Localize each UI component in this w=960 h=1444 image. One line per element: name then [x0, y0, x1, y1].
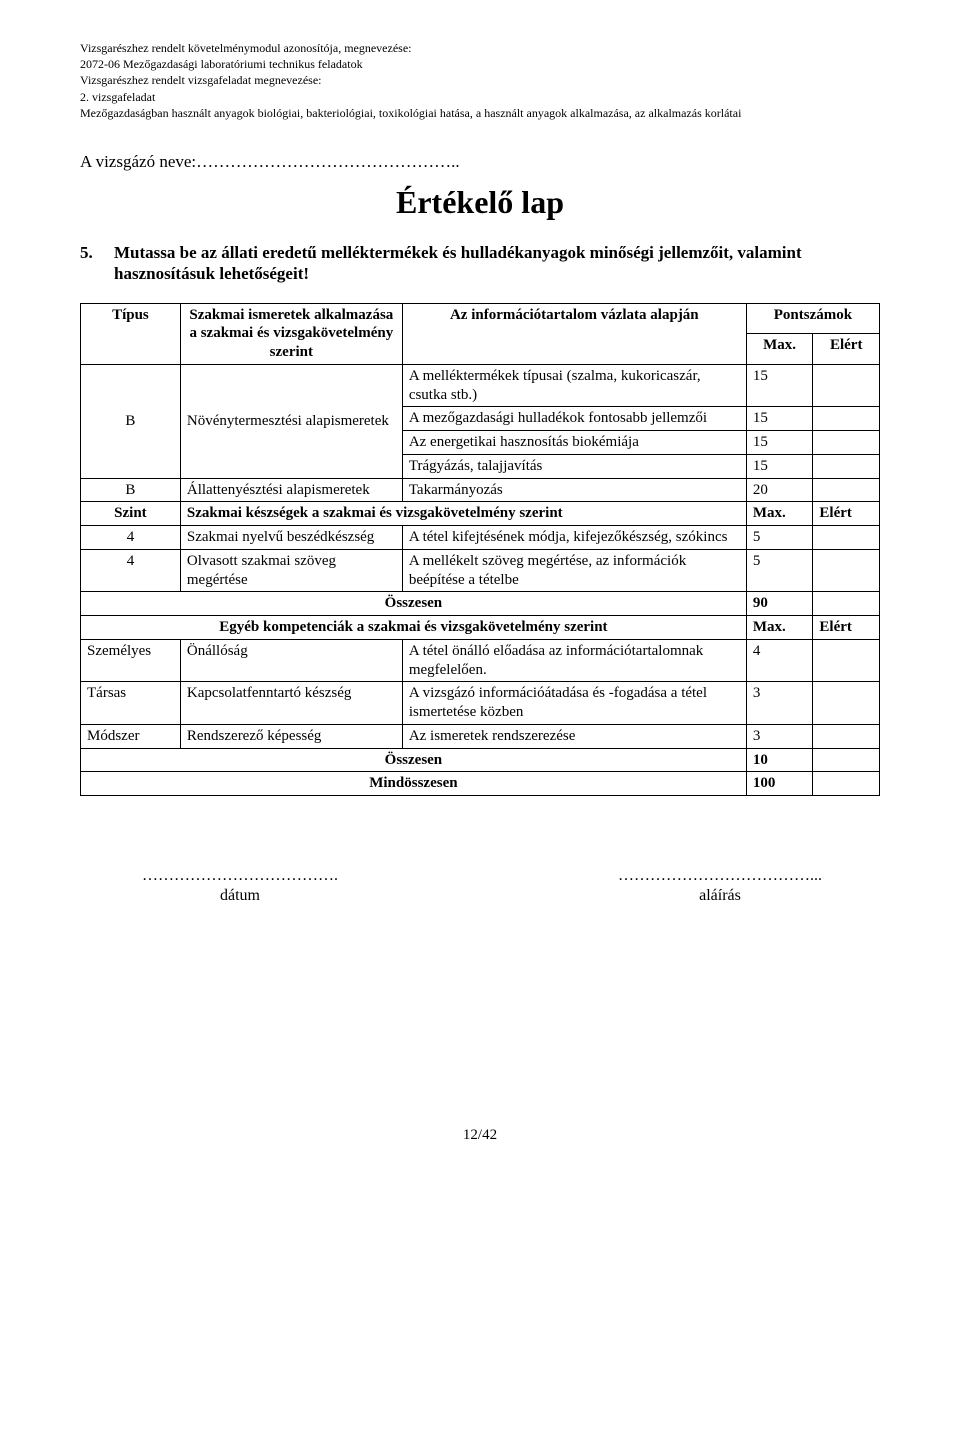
cell-info: Az ismeretek rendszerezése [402, 724, 746, 748]
cell-max: 15 [746, 407, 813, 431]
cell-skill: Növénytermesztési alapismeretek [180, 364, 402, 478]
cell-elert [813, 454, 880, 478]
cell-szint-label: Szint [81, 502, 181, 526]
cell-grandtotal-label: Mindösszesen [81, 772, 747, 796]
signature-row: ………………………………. dátum ………………………………... aláí… [80, 866, 880, 906]
cell-max: 20 [746, 478, 813, 502]
cell-max: 15 [746, 364, 813, 407]
header-line: 2072-06 Mezőgazdasági laboratóriumi tech… [80, 56, 880, 72]
cell-max: 15 [746, 431, 813, 455]
cell-elert [813, 549, 880, 592]
header-points: Pontszámok [746, 303, 879, 334]
signature-label: aláírás [560, 886, 880, 906]
cell-skill: Önállóság [180, 639, 402, 682]
cell-szint-elert: Elért [813, 502, 880, 526]
evaluation-table: Típus Szakmai ismeretek alkalmazása a sz… [80, 303, 880, 797]
cell-skill: Olvasott szakmai szöveg megértése [180, 549, 402, 592]
table-row: B Állattenyésztési alapismeretek Takarmá… [81, 478, 880, 502]
cell-info: A tétel önálló előadása az információtar… [402, 639, 746, 682]
cell-elert [813, 592, 880, 616]
question-block: 5. Mutassa be az állati eredetű mellékte… [80, 242, 880, 285]
cell-max: 5 [746, 526, 813, 550]
table-row: Társas Kapcsolatfenntartó készség A vizs… [81, 682, 880, 725]
header-line: 2. vizsgafeladat [80, 89, 880, 105]
cell-type: Társas [81, 682, 181, 725]
cell-egyeb-max: Max. [746, 616, 813, 640]
cell-egyeb-elert: Elért [813, 616, 880, 640]
cell-total-label: Összesen [81, 748, 747, 772]
date-label: dátum [80, 886, 400, 906]
page-number: 12/42 [80, 1126, 880, 1145]
cell-elert [813, 431, 880, 455]
cell-total-max: 90 [746, 592, 813, 616]
cell-info: A mellékelt szöveg megértése, az informá… [402, 549, 746, 592]
table-total-row: Összesen 90 [81, 592, 880, 616]
cell-max: 15 [746, 454, 813, 478]
table-total-row: Összesen 10 [81, 748, 880, 772]
cell-elert [813, 682, 880, 725]
header-line: Vizsgarészhez rendelt követelménymodul a… [80, 40, 880, 56]
table-header-row: Típus Szakmai ismeretek alkalmazása a sz… [81, 303, 880, 334]
cell-max: 5 [746, 549, 813, 592]
cell-skill: Állattenyésztési alapismeretek [180, 478, 402, 502]
document-header: Vizsgarészhez rendelt követelménymodul a… [80, 40, 880, 121]
cell-elert [813, 639, 880, 682]
cell-type: 4 [81, 549, 181, 592]
cell-info: A melléktermékek típusai (szalma, kukori… [402, 364, 746, 407]
header-skill: Szakmai ismeretek alkalmazása a szakmai … [180, 303, 402, 364]
header-line: Vizsgarészhez rendelt vizsgafeladat megn… [80, 72, 880, 88]
table-subheader-row: Szint Szakmai készségek a szakmai és viz… [81, 502, 880, 526]
cell-elert [813, 407, 880, 431]
cell-info: Az energetikai hasznosítás biokémiája [402, 431, 746, 455]
cell-info: Trágyázás, talajjavítás [402, 454, 746, 478]
cell-skill: Kapcsolatfenntartó készség [180, 682, 402, 725]
cell-info: A mezőgazdasági hulladékok fontosabb jel… [402, 407, 746, 431]
cell-total-max: 10 [746, 748, 813, 772]
cell-max: 4 [746, 639, 813, 682]
cell-grandtotal-max: 100 [746, 772, 813, 796]
signature-column: ………………………………... aláírás [560, 866, 880, 906]
candidate-name-line: A vizsgázó neve:……………………………………….. [80, 151, 880, 172]
cell-max: 3 [746, 724, 813, 748]
cell-elert [813, 772, 880, 796]
cell-type: Módszer [81, 724, 181, 748]
cell-type: B [81, 364, 181, 478]
cell-egyeb-hdr: Egyéb kompetenciák a szakmai és vizsgakö… [81, 616, 747, 640]
table-row: B Növénytermesztési alapismeretek A mell… [81, 364, 880, 407]
question-number: 5. [80, 242, 114, 285]
table-row: Módszer Rendszerező képesség Az ismerete… [81, 724, 880, 748]
cell-info: A vizsgázó információátadása és -fogadás… [402, 682, 746, 725]
cell-info: A tétel kifejtésének módja, kifejezőkész… [402, 526, 746, 550]
header-info: Az információtartalom vázlata alapján [402, 303, 746, 364]
cell-max: 3 [746, 682, 813, 725]
cell-type: 4 [81, 526, 181, 550]
table-subheader-row: Egyéb kompetenciák a szakmai és vizsgakö… [81, 616, 880, 640]
header-line: Mezőgazdaságban használt anyagok biológi… [80, 105, 880, 121]
table-row: 4 Olvasott szakmai szöveg megértése A me… [81, 549, 880, 592]
table-row: 4 Szakmai nyelvű beszédkészség A tétel k… [81, 526, 880, 550]
header-max: Max. [746, 334, 813, 365]
cell-elert [813, 724, 880, 748]
cell-info: Takarmányozás [402, 478, 746, 502]
cell-elert [813, 478, 880, 502]
header-type: Típus [81, 303, 181, 364]
cell-szint-hdr: Szakmai készségek a szakmai és vizsgaköv… [180, 502, 746, 526]
table-grandtotal-row: Mindösszesen 100 [81, 772, 880, 796]
cell-skill: Szakmai nyelvű beszédkészség [180, 526, 402, 550]
header-elert: Elért [813, 334, 880, 365]
cell-elert [813, 748, 880, 772]
table-row: Személyes Önállóság A tétel önálló előad… [81, 639, 880, 682]
cell-skill: Rendszerező képesség [180, 724, 402, 748]
cell-szint-max: Max. [746, 502, 813, 526]
signature-dots: ………………………………... [560, 866, 880, 886]
date-dots: ………………………………. [80, 866, 400, 886]
cell-elert [813, 364, 880, 407]
cell-elert [813, 526, 880, 550]
cell-type: Személyes [81, 639, 181, 682]
page-title: Értékelő lap [80, 182, 880, 222]
cell-type: B [81, 478, 181, 502]
date-column: ………………………………. dátum [80, 866, 400, 906]
cell-total-label: Összesen [81, 592, 747, 616]
question-text: Mutassa be az állati eredetű melléktermé… [114, 242, 880, 285]
